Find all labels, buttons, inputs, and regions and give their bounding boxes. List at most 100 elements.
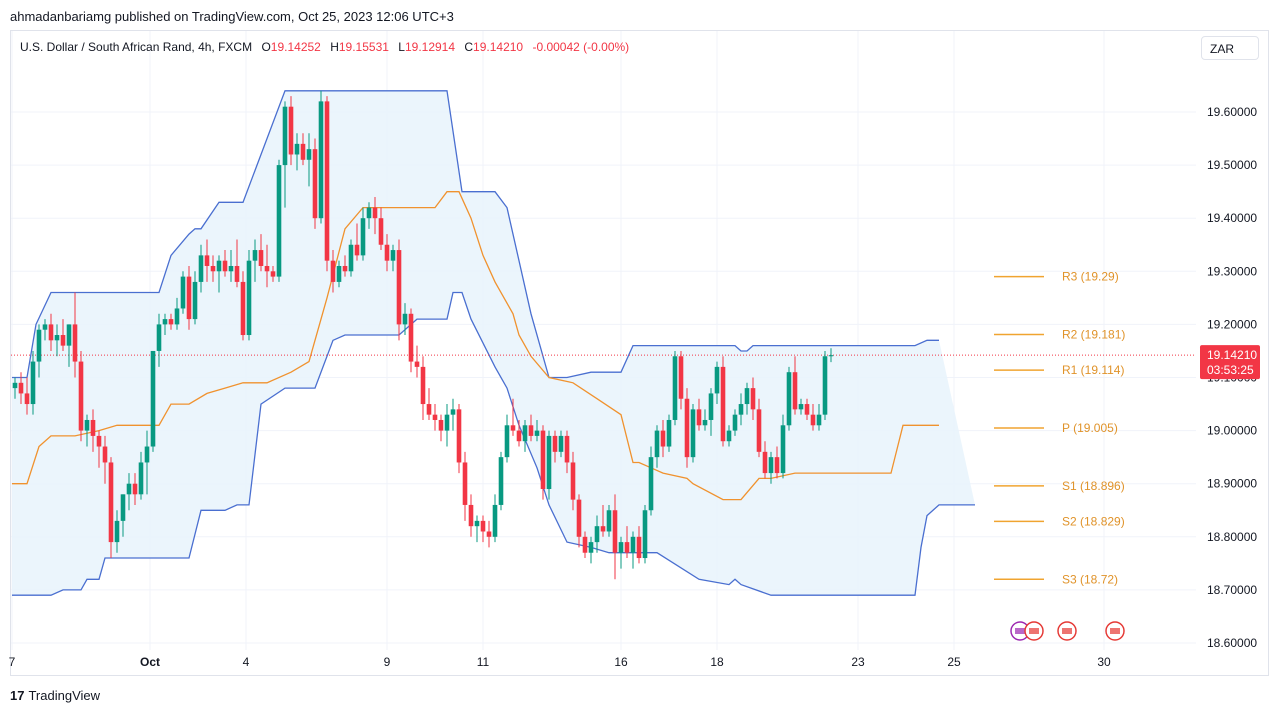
- candle-body: [498, 457, 504, 505]
- candle-body: [438, 419, 444, 431]
- candle-body: [12, 382, 18, 389]
- candle-body: [252, 250, 258, 261]
- candle-body: [114, 520, 120, 543]
- candle-body: [486, 531, 492, 537]
- candle-body: [786, 372, 792, 426]
- candle-body: [804, 404, 810, 415]
- candle-body: [474, 520, 480, 527]
- y-tick-label: 19.30000: [1207, 264, 1257, 278]
- publish-info: ahmadanbariamg published on TradingView.…: [10, 9, 454, 24]
- candle-body: [396, 250, 402, 325]
- candle-body: [618, 542, 624, 553]
- candle-body: [648, 457, 654, 511]
- candle-body: [504, 425, 510, 458]
- close-label: C: [464, 40, 474, 54]
- change-value: -0.00042 (-0.00%): [532, 40, 630, 54]
- candle-body: [162, 319, 168, 325]
- candle-body: [72, 324, 78, 362]
- candle-body: [240, 281, 246, 336]
- candle-body: [342, 265, 348, 272]
- open-value: 19.14252: [270, 40, 321, 54]
- candle-body: [420, 366, 426, 405]
- last-price-label: 19.14210: [1207, 348, 1257, 362]
- high-label: H: [330, 40, 339, 54]
- currency-selector[interactable]: ZAR: [1201, 36, 1259, 60]
- high-value: 19.15531: [338, 40, 389, 54]
- candle-body: [198, 255, 204, 282]
- candle-body: [258, 250, 264, 266]
- pivot-label-r2: R2 (19.181): [1062, 327, 1125, 341]
- candle-body: [36, 329, 42, 362]
- candle-body: [126, 483, 132, 495]
- candle-body: [552, 435, 558, 452]
- candle-body: [672, 356, 678, 420]
- low-value: 19.12914: [404, 40, 456, 54]
- candle-body: [714, 366, 720, 394]
- candle-body: [270, 271, 276, 277]
- tradingview-brand[interactable]: TradingView: [28, 688, 101, 703]
- candle-body: [600, 526, 606, 532]
- candle-body: [414, 361, 420, 367]
- candle-body: [42, 324, 48, 330]
- candle-body: [738, 404, 744, 415]
- candle-body: [66, 324, 72, 346]
- candle-body: [660, 430, 666, 447]
- candle-body: [744, 388, 750, 405]
- candle-body: [750, 388, 756, 410]
- candle-body: [408, 313, 414, 362]
- tradingview-logo-icon[interactable]: 17: [10, 688, 25, 703]
- candle-body: [558, 435, 564, 452]
- candle-body: [222, 260, 228, 272]
- candle-body: [78, 361, 84, 431]
- countdown-label: 03:53:25: [1207, 363, 1254, 377]
- candle-body: [336, 265, 342, 282]
- pivot-label-p: P (19.005): [1062, 421, 1118, 435]
- x-tick-label: 7: [9, 655, 16, 669]
- candle-body: [330, 260, 336, 282]
- y-tick-label: 18.60000: [1207, 636, 1257, 650]
- candle-body: [24, 393, 30, 405]
- candle-body: [720, 366, 726, 442]
- candle-body: [564, 435, 570, 463]
- candle-body: [444, 414, 450, 431]
- event-icon-mark: [1015, 628, 1025, 634]
- candle-body: [120, 494, 126, 521]
- candle-body: [108, 462, 114, 543]
- candle-body: [60, 335, 66, 346]
- candle-body: [48, 324, 54, 341]
- symbol-legend: U.S. Dollar / South African Rand, 4h, FX…: [20, 40, 629, 54]
- candle-body: [168, 319, 174, 325]
- candle-body: [798, 404, 804, 410]
- candle-body: [828, 355, 834, 357]
- candle-body: [510, 425, 516, 431]
- low-label: L: [398, 40, 405, 54]
- candle-body: [402, 313, 408, 325]
- candle-body: [678, 356, 684, 399]
- x-tick-label: Oct: [140, 655, 160, 669]
- candle-body: [540, 430, 546, 490]
- x-tick-label: 18: [710, 655, 724, 669]
- candle-body: [180, 276, 186, 309]
- candle-body: [54, 335, 60, 341]
- candle-body: [360, 218, 366, 256]
- candle-body: [306, 149, 312, 160]
- candle-body: [96, 435, 102, 447]
- candle-body: [654, 430, 660, 458]
- pivot-label-r1: R1 (19.114): [1062, 363, 1124, 377]
- candle-body: [732, 414, 738, 431]
- candle-body: [810, 414, 816, 426]
- symbol-name[interactable]: U.S. Dollar / South African Rand, 4h, FX…: [20, 40, 253, 54]
- candle-body: [690, 409, 696, 458]
- event-icon-mark: [1029, 628, 1039, 634]
- candle-body: [696, 409, 702, 426]
- candle-body: [234, 265, 240, 282]
- candle-body: [534, 430, 540, 436]
- y-tick-label: 19.60000: [1207, 105, 1257, 119]
- candle-body: [546, 435, 552, 490]
- candle-body: [708, 393, 714, 420]
- candle-body: [642, 510, 648, 559]
- x-tick-label: 23: [851, 655, 865, 669]
- y-tick-label: 18.90000: [1207, 477, 1257, 491]
- y-tick-label: 18.80000: [1207, 530, 1257, 544]
